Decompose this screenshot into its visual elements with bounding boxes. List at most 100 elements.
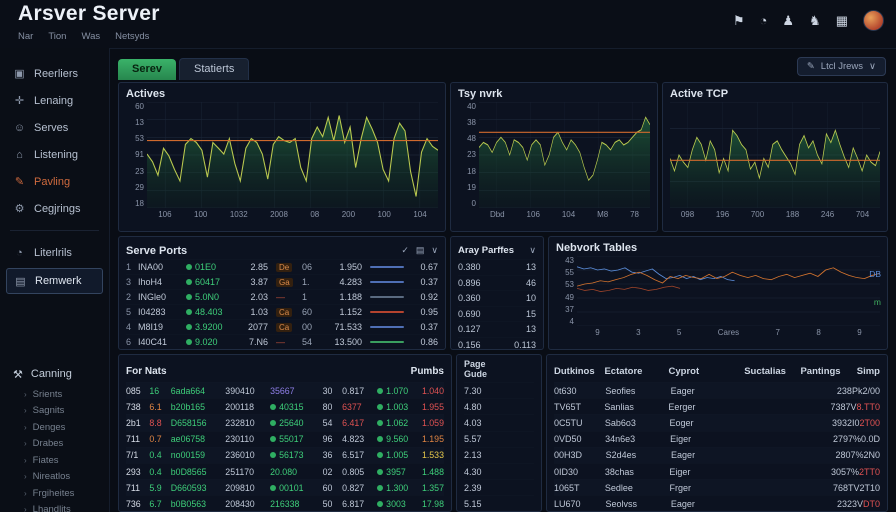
header-menu-item[interactable]: Netsyds (115, 31, 150, 42)
column-header[interactable]: Ectatore (604, 365, 643, 377)
aray-row[interactable]: 0.127 13 (458, 321, 536, 337)
serve-ports-row[interactable]: 5 I04283 48.403 1.03 Ca 60 1.152 0.95 (126, 304, 438, 319)
status-dot (186, 264, 192, 270)
page-gude-row[interactable]: 2.39 (464, 479, 534, 495)
network-tables-chart[interactable] (577, 256, 880, 326)
header-icon[interactable]: ♟ (782, 12, 795, 28)
sidebar-gap (0, 296, 109, 358)
sidebar-sub-item[interactable]: › Lhandlits (0, 502, 109, 512)
table-row[interactable]: 738 6.1 b20b165 200118 40315 80 6377 1.0… (126, 398, 444, 414)
page-gude-row[interactable]: 5.57 (464, 430, 534, 447)
panel-header-icon[interactable]: ∨ (431, 245, 438, 255)
aray-header: Aray Parffes ∨ (458, 242, 536, 259)
table-row[interactable]: 0t630 Seofies Eager 238Pk 2/00 (554, 382, 880, 399)
sidebar-item-icon: ⚙ (14, 203, 25, 215)
serve-ports-row[interactable]: 4 M8I19 3.9200 2077 Ca 00 71.533 0.37 (126, 319, 438, 334)
header-menu-item[interactable]: Nar (18, 31, 34, 42)
table-row[interactable]: 00H3D S2d4es Eager 2807% 2N0 (554, 446, 880, 463)
aray-row[interactable]: 0.896 46 (458, 274, 536, 291)
sidebar-sub-item[interactable]: › Drabes (0, 436, 109, 453)
table-row[interactable]: 1065T Sedlee Frger 768TV 2T10 (554, 479, 880, 496)
table-row[interactable]: 0VD50 34n6e3 Eiger 2797% 0.0D (554, 430, 880, 447)
column-header[interactable]: Pantings (800, 365, 841, 377)
page-gude-row[interactable]: 5.15 (464, 495, 534, 511)
table-row[interactable]: 0C5TU Sab6o3 Eoger 3932I0 2T00 (554, 414, 880, 431)
chevron-down-icon[interactable]: ∨ (529, 245, 536, 255)
column-header[interactable]: Dutkinos (554, 365, 595, 377)
sidebar-item[interactable]: ✎ Pavling (0, 168, 109, 195)
delta: 0.4 (149, 466, 162, 477)
tsy-chart[interactable] (479, 102, 650, 208)
page-gude-row[interactable]: 4.80 (464, 398, 534, 414)
table-row[interactable]: 293 0.4 b0D8565 251170 20.080 02 0.805 3… (126, 462, 444, 479)
sidebar-item[interactable]: ☺ Serves (0, 114, 109, 141)
sidebar-sub-item[interactable]: › Nireatlos (0, 469, 109, 486)
table-row[interactable]: 736 6.7 b0B0563 208430 216338 50 6.817 3… (126, 495, 444, 511)
page-gude-row[interactable]: 2.13 (464, 446, 534, 463)
x-tick: 188 (785, 210, 800, 219)
aray-row[interactable]: 0.156 0.113 (458, 336, 536, 349)
row-id: 711 (126, 434, 141, 445)
tab-serev[interactable]: Serev (118, 59, 176, 80)
header-menu-item[interactable]: Was (81, 31, 101, 42)
port-name: M8I19 (138, 322, 164, 332)
table-row[interactable]: TV65T Sanlias Eerger 7387V 8.TT0 (554, 398, 880, 414)
aray-row[interactable]: 0.380 13 (458, 259, 536, 275)
metric-2: 1 (302, 292, 308, 302)
header-menu-item[interactable]: Tion (48, 31, 67, 42)
header-icon[interactable]: ♞ (809, 12, 821, 28)
table-row[interactable]: 711 5.9 D660593 209810 00101 60 0.827 1.… (126, 479, 444, 496)
legend-m: m (873, 297, 881, 307)
column-header[interactable]: Cyprot (668, 365, 700, 377)
status-dot (377, 484, 384, 491)
panel-header-icon[interactable]: ▤ (415, 245, 425, 255)
aray-row[interactable]: 0.690 15 (458, 305, 536, 322)
table-row[interactable]: 085 16 6ada664 390410 35667 30 0.817 1.0… (126, 382, 444, 399)
sidebar-sub-item[interactable]: › Srients (0, 386, 109, 403)
serve-ports-row[interactable]: 3 IhoH4 60417 3.87 Ga 1. 4.283 0.37 (126, 274, 438, 289)
x-tick: M8 (597, 210, 609, 219)
sidebar-item[interactable]: ▣ Reerliers (0, 60, 109, 87)
value-2: 25640 (270, 418, 323, 428)
sidebar-item[interactable]: ◔ Literlrils (0, 239, 109, 266)
avatar[interactable] (863, 10, 884, 31)
page-gude-row[interactable]: 4.30 (464, 462, 534, 479)
panel-header-icon[interactable]: ✓ (401, 245, 409, 255)
header-icon[interactable]: ▦ (835, 12, 848, 28)
sidebar-sub-item[interactable]: › Denges (0, 419, 109, 436)
column-header[interactable]: Suctalias (744, 365, 786, 377)
sidebar-sub-item[interactable]: › Sagnits (0, 403, 109, 420)
column-header[interactable]: Simp (856, 365, 880, 377)
serve-ports-row[interactable]: 1 INA00 01E0 2.85 De 06 1.950 0.67 (126, 259, 438, 274)
page-gude-value: 4.30 (464, 466, 482, 477)
panel-title: Active TCP (670, 88, 729, 100)
time-range-button[interactable]: ✎ Ltcl Jrews ∨ (796, 57, 886, 76)
serve-ports-row[interactable]: 2 INGle0 5.0N0 2.03 — 1 1.188 0.92 (126, 289, 438, 304)
active-tcp-chart[interactable] (670, 102, 880, 208)
serve-ports-row[interactable]: 6 I40C41 9.020 7.N6 — 54 13.500 0.86 (126, 334, 438, 349)
table-row[interactable]: 2b1 8.8 D658156 232810 25640 54 6.417 1.… (126, 414, 444, 431)
table-row[interactable]: 711 0.7 ae06758 230110 55017 96 4.823 9.… (126, 430, 444, 447)
metric-4: 0.37 (420, 277, 438, 287)
sidebar-section-canning[interactable]: ⚒ Canning (0, 362, 109, 386)
sidebar-item[interactable]: ⚙ Cegjrings (0, 195, 109, 222)
panel-title: Aray Parffes (458, 245, 514, 256)
sidebar-item[interactable]: ▤ Remwerk (6, 268, 103, 294)
header-icon[interactable]: ⚑ (732, 12, 745, 28)
page-gude-row[interactable]: 4.03 (464, 414, 534, 430)
chevron-right-icon: › (24, 488, 27, 498)
table-row[interactable]: 0ID30 38chas Eiger 3057% 2TT0 (554, 462, 880, 479)
table-row[interactable]: 7/1 0.4 no00159 236010 56173 36 6.517 1.… (126, 446, 444, 463)
actives-chart[interactable] (147, 102, 438, 208)
header-icon[interactable]: ◔ (759, 12, 768, 28)
tab-statierts[interactable]: Statierts (178, 58, 250, 80)
metric-2: 54 (302, 337, 313, 347)
table-row[interactable]: LU670 Seolvss Eager 2323V DT0 (554, 495, 880, 511)
hash: 6ada664 (170, 385, 206, 396)
sidebar-sub-item[interactable]: › Frgiheites (0, 485, 109, 502)
page-gude-row[interactable]: 7.30 (464, 382, 534, 398)
sidebar-item[interactable]: ✛ Lenaing (0, 87, 109, 114)
sidebar-sub-item[interactable]: › Fiates (0, 452, 109, 469)
aray-row[interactable]: 0.360 10 (458, 290, 536, 306)
sidebar-item[interactable]: ⌂ Listening (0, 141, 109, 168)
